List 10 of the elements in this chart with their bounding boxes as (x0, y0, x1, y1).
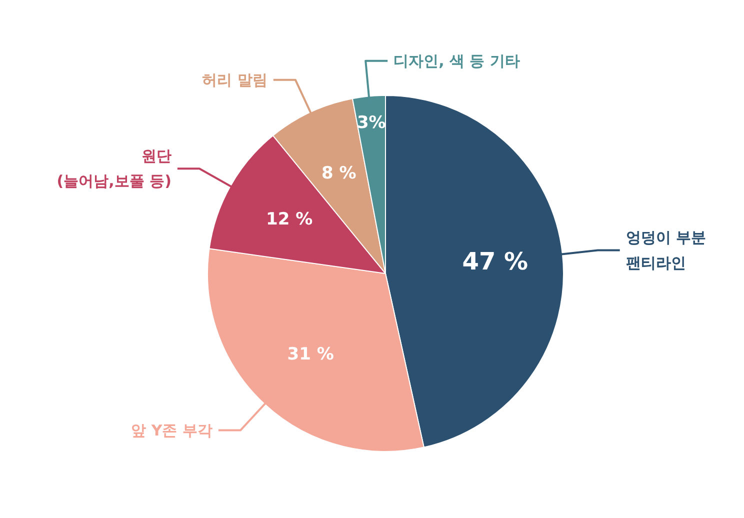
data-label: 47 % (462, 248, 528, 276)
data-label: 12 % (266, 209, 313, 230)
data-label: 31 % (287, 344, 334, 365)
data-label: 3% (356, 112, 386, 133)
slice-label: 디자인, 색 등 기타 (394, 52, 520, 70)
slice-label: 원단 (늘어남,보풀 등) (56, 147, 172, 190)
data-label: 8 % (322, 163, 356, 184)
slice-label: 허리 말림 (202, 70, 268, 89)
slice-label: 앞 Y존 부각 (131, 421, 212, 440)
slice-label: 엉덩이 부분 팬티라인 (626, 228, 706, 272)
